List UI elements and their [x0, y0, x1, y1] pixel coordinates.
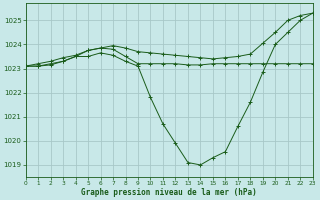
X-axis label: Graphe pression niveau de la mer (hPa): Graphe pression niveau de la mer (hPa)	[81, 188, 257, 197]
